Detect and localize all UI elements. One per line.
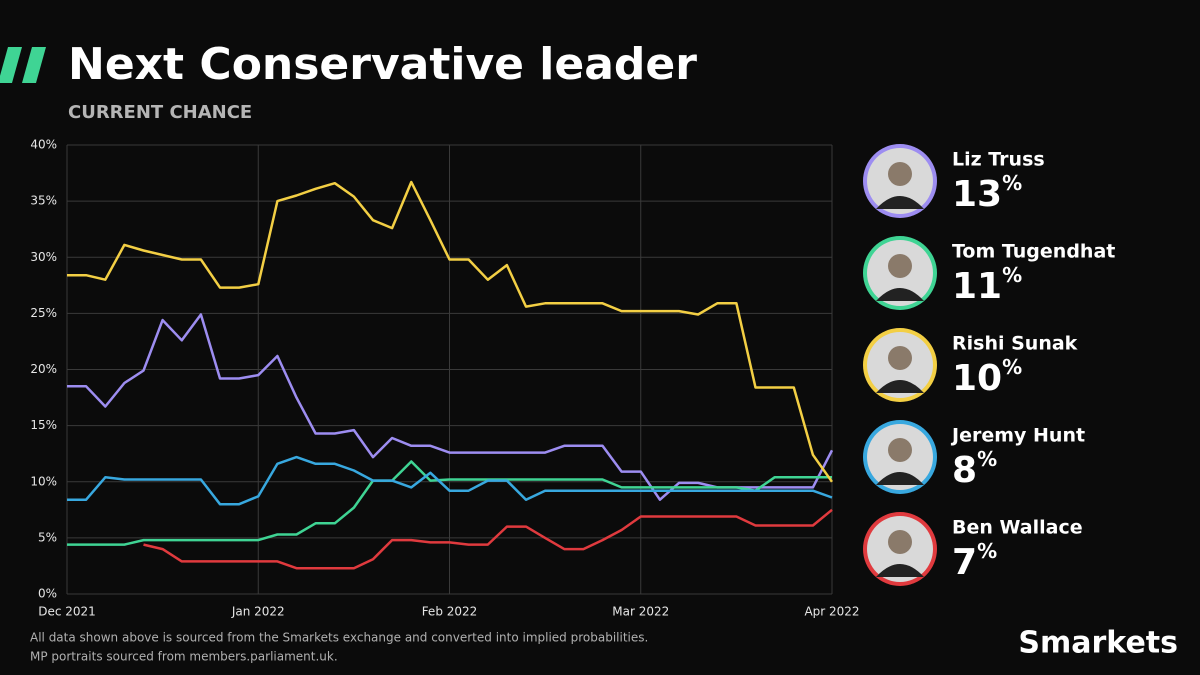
y-tick-label: 40% xyxy=(30,138,57,152)
chart-title: Next Conservative leader xyxy=(68,39,697,90)
y-tick-label: 30% xyxy=(30,250,57,264)
portrait-body xyxy=(876,288,924,301)
legend-value: 11% xyxy=(952,263,1022,308)
series-line xyxy=(67,313,834,501)
legend-value-number: 10 xyxy=(952,358,1002,399)
portrait-head xyxy=(888,346,912,370)
legend-name: Rishi Sunak xyxy=(952,333,1078,355)
legend-name: Tom Tugendhat xyxy=(952,241,1115,263)
x-tick-label: Jan 2022 xyxy=(231,605,285,619)
y-tick-label: 25% xyxy=(30,306,57,320)
legend-name: Ben Wallace xyxy=(952,517,1083,539)
y-tick-label: 15% xyxy=(30,418,57,432)
x-tick-label: Feb 2022 xyxy=(422,605,478,619)
y-tick-label: 35% xyxy=(30,194,57,208)
portrait-head xyxy=(888,438,912,462)
y-tick-label: 10% xyxy=(30,474,57,488)
logo-stripes xyxy=(0,47,46,83)
portrait-body xyxy=(876,380,924,393)
x-tick-label: Apr 2022 xyxy=(804,605,859,619)
portrait-head xyxy=(888,162,912,186)
legend-value-number: 13 xyxy=(952,174,1002,215)
portrait-body xyxy=(876,196,924,209)
portrait-body xyxy=(876,472,924,485)
footnote: All data shown above is sourced from the… xyxy=(30,631,648,645)
y-tick-label: 20% xyxy=(30,362,57,376)
chart-subtitle: CURRENT CHANCE xyxy=(68,102,252,123)
legend-value-number: 7 xyxy=(952,542,977,583)
legend-name: Liz Truss xyxy=(952,149,1045,171)
series-line xyxy=(143,508,833,570)
legend-value-unit: % xyxy=(977,447,997,471)
y-tick-label: 5% xyxy=(38,530,57,544)
footnote: MP portraits sourced from members.parlia… xyxy=(30,650,338,664)
series-line xyxy=(67,460,832,546)
legend-value-unit: % xyxy=(977,539,997,563)
legend-name: Jeremy Hunt xyxy=(950,425,1085,447)
lines xyxy=(67,180,834,570)
x-tick-label: Dec 2021 xyxy=(38,605,96,619)
brand-logo: Smarkets xyxy=(1018,626,1178,661)
series-line xyxy=(67,180,834,483)
portrait-head xyxy=(888,254,912,278)
portrait-body xyxy=(876,564,924,577)
legend-value-unit: % xyxy=(1002,263,1022,287)
legend-value: 13% xyxy=(952,171,1022,216)
series-line xyxy=(67,455,833,506)
legend-value-unit: % xyxy=(1002,355,1022,379)
legend-value: 10% xyxy=(952,355,1022,400)
x-tick-label: Mar 2022 xyxy=(612,605,669,619)
legend-value-unit: % xyxy=(1002,171,1022,195)
legend-value-number: 8 xyxy=(952,450,977,491)
portrait-head xyxy=(888,530,912,554)
legend-value: 7% xyxy=(952,539,997,584)
y-tick-label: 0% xyxy=(38,587,57,601)
legend-value: 8% xyxy=(952,447,997,492)
legend-value-number: 11 xyxy=(952,266,1002,307)
